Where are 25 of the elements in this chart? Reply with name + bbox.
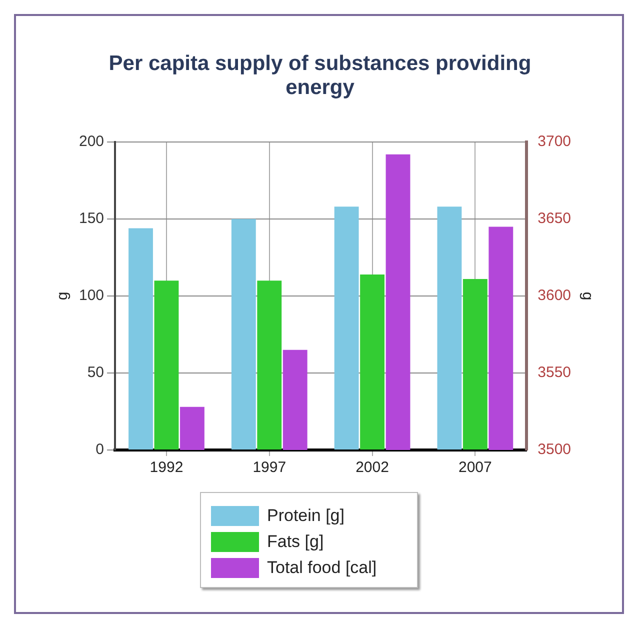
x-tick-label: 1992: [150, 459, 184, 476]
y2-tick-label: 3500: [538, 441, 572, 458]
y2-tick-label: 3600: [538, 287, 572, 304]
y-tick-label: 200: [78, 133, 104, 150]
y-tick-label: 50: [87, 364, 104, 382]
y2-tick-label: 3700: [538, 133, 572, 150]
x-tick-label: 2007: [458, 459, 492, 476]
y-tick-label: 100: [78, 287, 104, 304]
x-tick-label: 2002: [356, 459, 389, 476]
x-tick-label: 1997: [252, 459, 286, 476]
y2-tick-label: 3550: [538, 364, 572, 382]
bar: [128, 228, 153, 450]
y-tick-label: 0: [96, 441, 104, 458]
legend-label: Protein [g]: [267, 506, 344, 526]
y-tick-label: 150: [78, 210, 104, 228]
y2-axis-title: g: [578, 292, 596, 300]
chart-title: Per capita supply of substances providing energy: [108, 52, 532, 100]
bar: [231, 219, 256, 450]
legend-label: Total food [cal]: [267, 558, 377, 578]
bar: [334, 206, 359, 450]
legend-label: Fats [g]: [267, 532, 324, 552]
bar: [437, 206, 462, 450]
bar: [154, 280, 179, 450]
y-axis-title: g: [54, 292, 72, 300]
y2-tick-label: 3650: [538, 210, 572, 228]
